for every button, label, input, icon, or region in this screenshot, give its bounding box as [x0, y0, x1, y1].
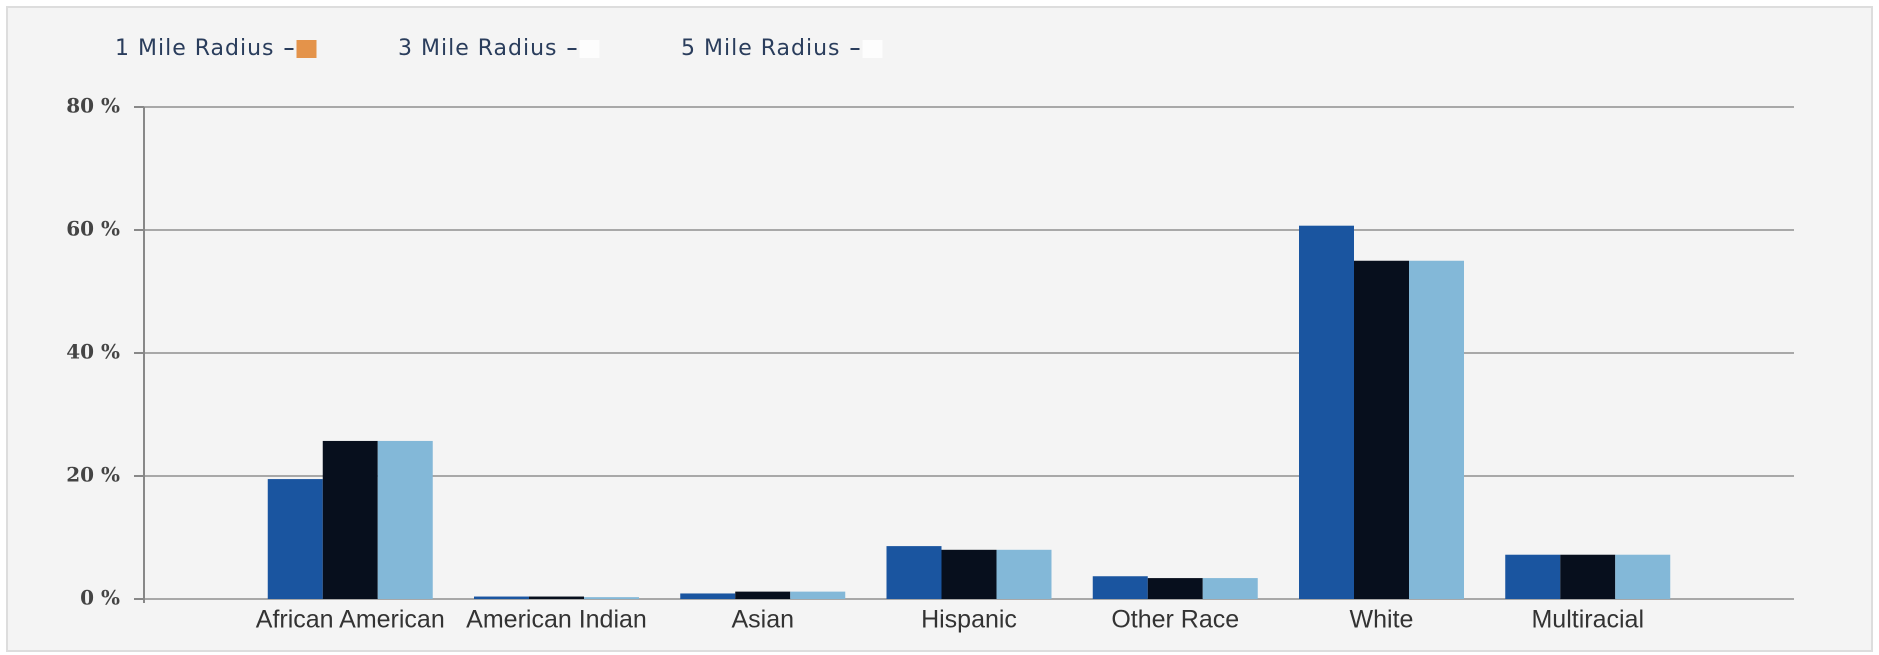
- legend-dash: [850, 48, 860, 50]
- y-tick-label: 40 %: [66, 340, 120, 364]
- y-tick-label: 20 %: [66, 463, 120, 487]
- bar: [1409, 260, 1464, 599]
- bar: [1505, 554, 1561, 599]
- legend-swatch: [862, 40, 883, 58]
- y-tick-label: 60 %: [66, 217, 120, 241]
- x-tick-label: Asian: [731, 606, 794, 634]
- legend-label: 1 Mile Radius: [115, 36, 275, 61]
- bar: [680, 593, 736, 599]
- legend-swatch: [296, 40, 317, 58]
- bar: [267, 479, 323, 599]
- bar: [584, 597, 639, 599]
- legend-dash: [567, 48, 577, 50]
- bar: [1615, 554, 1671, 599]
- legend-label: 3 Mile Radius: [398, 36, 558, 61]
- bar: [941, 549, 997, 599]
- bar: [1202, 578, 1258, 599]
- bar: [1354, 260, 1409, 599]
- x-tick-label: Hispanic: [921, 606, 1017, 634]
- x-tick-label: American Indian: [466, 606, 647, 634]
- bar: [886, 546, 942, 599]
- x-tick-label: African American: [256, 606, 445, 634]
- bar: [1092, 576, 1148, 599]
- x-tick-label: White: [1350, 606, 1414, 634]
- legend-dash: [284, 48, 294, 50]
- bar: [996, 549, 1052, 599]
- bar: [790, 591, 846, 599]
- bar: [1299, 225, 1354, 599]
- y-tick-label: 80 %: [66, 94, 120, 118]
- bar: [474, 596, 529, 599]
- legend-swatch: [579, 40, 600, 58]
- bar: [1560, 554, 1616, 599]
- bar: [322, 440, 378, 599]
- bar: [1147, 578, 1203, 599]
- x-tick-label: Other Race: [1111, 606, 1239, 634]
- legend-label: 5 Mile Radius: [681, 36, 841, 61]
- x-tick-label: Multiracial: [1531, 606, 1644, 634]
- bar: [529, 596, 584, 599]
- bar: [735, 591, 791, 599]
- bar: [377, 440, 433, 599]
- y-tick-label: 0 %: [80, 586, 120, 610]
